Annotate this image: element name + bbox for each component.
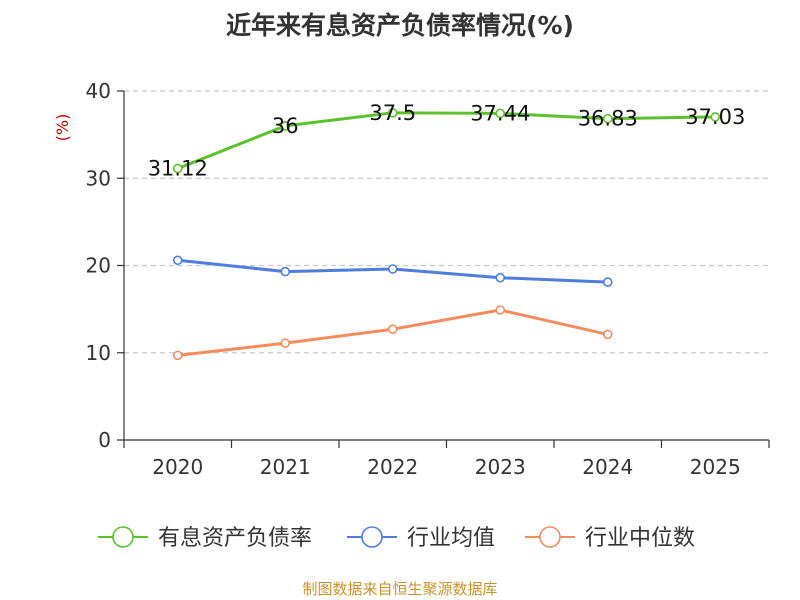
data-point: [602, 113, 613, 124]
data-label: 36: [272, 114, 299, 138]
data-point: [710, 112, 721, 122]
legend-marker: [539, 526, 561, 548]
data-point: [495, 305, 506, 315]
data-label: 37.03: [685, 105, 745, 129]
data-point: [387, 108, 398, 118]
legend-marker: [361, 526, 383, 548]
legend-marker: [112, 526, 134, 548]
x-tick-label: 2025: [690, 455, 741, 479]
series-line: [177, 111, 716, 170]
y-tick-label: 20: [86, 254, 111, 278]
x-tick-label: 2022: [367, 455, 418, 479]
data-label: 37.44: [470, 101, 530, 125]
data-point: [387, 324, 398, 334]
data-point: [172, 163, 183, 174]
x-tick-label: 2023: [475, 455, 526, 479]
data-point: [602, 277, 613, 287]
legend-label: 行业中位数: [585, 526, 695, 551]
y-tick-label: 10: [86, 341, 111, 365]
y-tick-label: 40: [86, 79, 111, 103]
data-point: [280, 338, 291, 348]
data-point: [495, 108, 506, 119]
legend-label: 行业均值: [407, 526, 495, 551]
x-tick-label: 2020: [152, 455, 203, 479]
chart-title: 近年来有息资产负债率情况(%): [226, 11, 574, 40]
data-label: 37.5: [369, 101, 416, 125]
data-point: [602, 329, 613, 340]
y-tick-label: 0: [98, 428, 111, 452]
data-point: [495, 272, 506, 283]
data-point: [280, 121, 291, 131]
legend-label: 有息资产负债率: [158, 526, 312, 551]
y-tick-label: 30: [86, 166, 111, 190]
data-label: 31.12: [148, 156, 208, 180]
y-axis-label: (%): [53, 114, 72, 142]
x-tick-label: 2024: [582, 455, 633, 479]
data-point: [387, 264, 398, 274]
data-source-footer: 制图数据来自恒生聚源数据库: [302, 580, 498, 598]
data-point: [280, 266, 291, 277]
x-tick-label: 2021: [260, 455, 311, 479]
data-point: [172, 255, 183, 266]
data-point: [172, 350, 183, 361]
data-label: 36.83: [578, 107, 638, 131]
